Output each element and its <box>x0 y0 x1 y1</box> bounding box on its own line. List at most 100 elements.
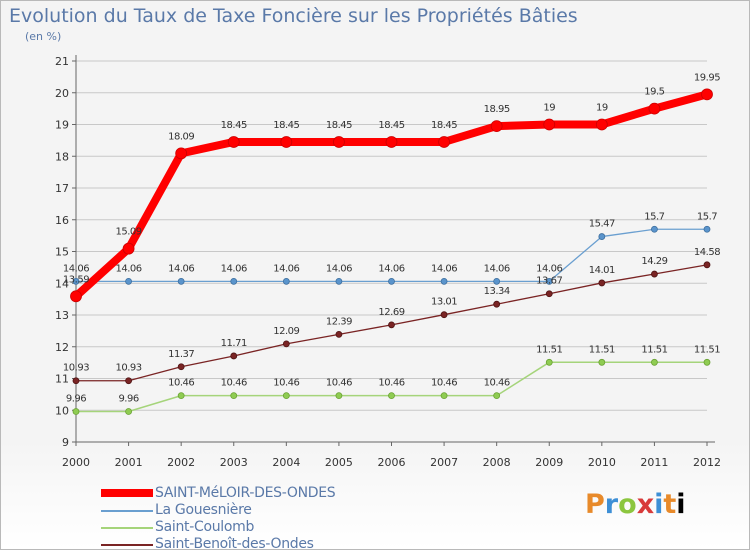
data-label: 9.96 <box>118 394 138 405</box>
x-tick-label: 2009 <box>535 456 563 469</box>
y-tick-label: 19 <box>55 119 69 132</box>
data-point <box>388 277 395 285</box>
data-point <box>335 392 343 400</box>
data-point <box>388 392 395 400</box>
data-label: 10.46 <box>168 378 194 389</box>
data-label: 10.46 <box>273 378 299 389</box>
data-point <box>125 377 132 385</box>
legend-item-saint-coulomb: Saint-Coulomb <box>101 519 401 536</box>
data-point <box>177 277 185 285</box>
data-point <box>648 102 661 115</box>
data-label: 13.59 <box>63 274 89 285</box>
x-tick-label: 2002 <box>167 456 195 469</box>
y-tick-label: 16 <box>55 214 69 227</box>
data-point <box>230 352 238 360</box>
data-point <box>282 340 290 348</box>
legend-swatch <box>101 489 153 497</box>
data-label: 14.06 <box>63 263 89 274</box>
data-point <box>598 279 606 287</box>
data-point <box>595 118 608 131</box>
data-point <box>280 136 293 148</box>
y-tick-label: 15 <box>55 246 69 259</box>
data-point <box>282 392 290 400</box>
y-tick-label: 14 <box>55 277 69 290</box>
data-label: 10.46 <box>431 378 457 389</box>
data-point <box>388 321 395 329</box>
data-point <box>72 377 80 385</box>
data-point <box>72 408 80 415</box>
data-point <box>545 358 553 366</box>
data-label: 14.06 <box>431 263 457 274</box>
data-label: 18.45 <box>431 120 457 131</box>
legend-swatch <box>101 510 153 512</box>
data-label: 19.5 <box>644 87 664 98</box>
data-point <box>545 290 553 298</box>
x-tick-label: 2000 <box>62 456 90 469</box>
data-label: 10.93 <box>116 363 142 374</box>
data-label: 14.06 <box>484 263 510 274</box>
legend-label: Saint-Benoît-des-Ondes <box>155 536 314 552</box>
data-point <box>385 136 398 148</box>
data-point <box>335 277 343 285</box>
x-tick-label: 2003 <box>220 456 248 469</box>
data-label: 12.69 <box>378 307 404 318</box>
data-label: 12.39 <box>326 316 352 327</box>
data-point <box>438 136 450 148</box>
proxiti-logo: Proxiti <box>585 489 686 520</box>
data-label: 11.71 <box>221 338 247 349</box>
data-label: 15.09 <box>116 227 142 238</box>
data-point <box>122 242 135 255</box>
data-label: 14.29 <box>641 256 667 267</box>
data-point <box>493 392 501 400</box>
data-point <box>543 118 556 131</box>
data-point <box>175 147 188 160</box>
data-label: 18.45 <box>273 120 299 131</box>
data-point <box>177 363 185 371</box>
data-point <box>70 290 82 303</box>
data-label: 18.45 <box>378 120 404 131</box>
legend-item-la-gouesniere: La Gouesnière <box>101 502 401 519</box>
y-tick-label: 20 <box>55 87 69 100</box>
data-label: 14.06 <box>378 263 404 274</box>
data-label: 18.95 <box>484 104 510 115</box>
data-point <box>230 392 238 400</box>
data-label: 18.45 <box>326 120 352 131</box>
data-label: 14.58 <box>694 247 720 258</box>
data-point <box>440 392 448 400</box>
data-label: 10.46 <box>378 378 404 389</box>
y-tick-label: 17 <box>55 182 69 195</box>
data-point <box>72 277 80 285</box>
y-tick-label: 9 <box>62 436 69 449</box>
data-label: 10.46 <box>221 378 247 389</box>
unit-label: (en %) <box>25 30 62 43</box>
data-point <box>651 270 658 278</box>
legend-swatch <box>101 544 153 546</box>
x-tick-label: 2007 <box>430 456 458 469</box>
data-label: 12.09 <box>273 326 299 337</box>
y-tick-label: 21 <box>55 55 69 68</box>
data-point <box>493 277 501 285</box>
data-point <box>598 233 606 240</box>
data-point <box>440 277 448 285</box>
data-label: 15.7 <box>697 211 717 222</box>
data-label: 14.06 <box>221 263 247 274</box>
chart-title: Evolution du Taux de Taxe Foncière sur l… <box>9 5 578 27</box>
legend: SAINT-MéLOIR-DES-ONDES La Gouesnière Sai… <box>101 485 401 553</box>
data-point <box>490 120 503 132</box>
data-label: 15.47 <box>589 219 615 230</box>
data-label: 14.01 <box>589 265 615 276</box>
data-label: 19.95 <box>694 72 720 83</box>
legend-item-saint-meloir: SAINT-MéLOIR-DES-ONDES <box>101 485 401 502</box>
data-point <box>701 88 713 101</box>
data-label: 14.06 <box>168 263 194 274</box>
data-label: 11.51 <box>694 344 720 355</box>
data-point <box>177 392 185 400</box>
y-tick-label: 12 <box>55 341 69 354</box>
x-tick-label: 2011 <box>640 456 668 469</box>
data-point <box>440 311 448 319</box>
x-tick-label: 2010 <box>588 456 616 469</box>
data-point <box>125 408 132 415</box>
data-point <box>703 225 711 233</box>
data-point <box>598 358 606 366</box>
data-point <box>493 300 501 308</box>
